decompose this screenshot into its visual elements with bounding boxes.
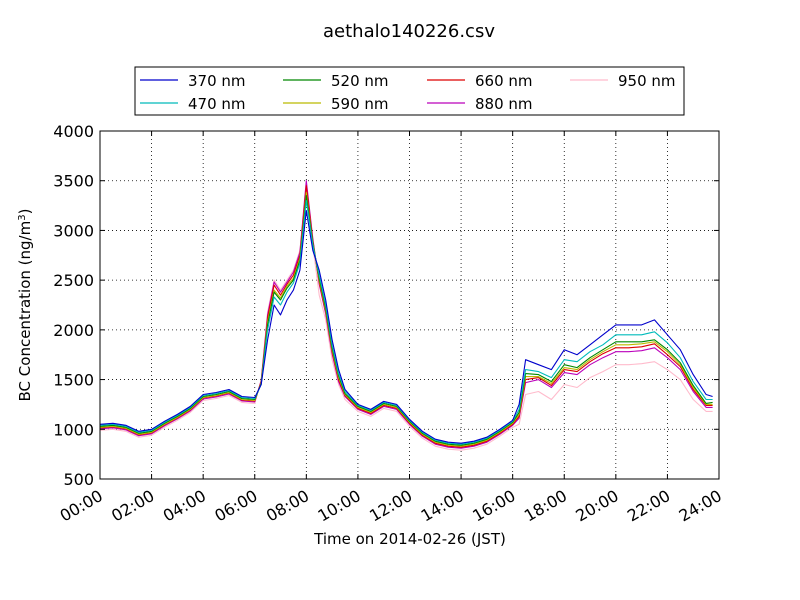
y-tick-label: 3500 [53,172,94,191]
y-axis-label-main: BC Concentration (ng/m [16,221,34,402]
y-tick-labels: 500 1000 1500 2000 2500 3000 3500 4000 [53,122,94,489]
legend-entry-label: 880 nm [475,95,533,113]
y-tick-label: 4000 [53,122,94,141]
x-axis-label: Time on 2014-02-26 (JST) [313,530,506,548]
legend-entry-label: 470 nm [188,95,246,113]
y-tick-label: 3000 [53,221,94,240]
series-line-470-nm [99,200,713,445]
series-line-880-nm [99,180,713,449]
chart-title: aethalo140226.csv [323,21,495,42]
legend: 370 nm 470 nm 520 nm 590 nm 660 nm 880 nm 950 … [134,66,685,116]
series-line-370-nm [99,209,713,444]
series-line-520-nm [99,195,713,446]
y-axis-label-superscript: 3 [17,214,28,220]
y-tick-label: 1500 [53,371,94,390]
series-line-590-nm [99,192,713,447]
legend-entry-label: 660 nm [475,72,533,90]
legend-entry-label: 950 nm [618,72,676,90]
y-axis-label-suffix: ) [16,209,34,215]
axis-ticks [99,130,720,480]
legend-entry-label: 590 nm [331,95,389,113]
legend-entry-label: 370 nm [188,72,246,90]
y-tick-label: 500 [63,470,94,489]
y-tick-label: 2000 [53,321,94,340]
y-tick-label: 2500 [53,271,94,290]
series-lines [99,180,713,451]
y-axis-label: BC Concentration (ng/m3) [16,209,34,402]
legend-box [134,66,685,116]
legend-entry-label: 520 nm [331,72,389,90]
series-line-950-nm [99,190,713,451]
y-tick-label: 1000 [53,420,94,439]
